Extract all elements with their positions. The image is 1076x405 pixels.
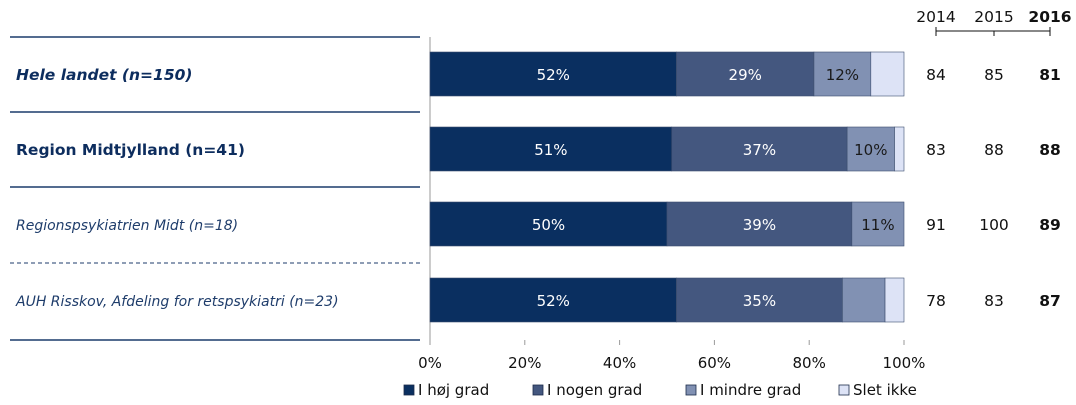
year-value: 83 — [984, 292, 1004, 310]
year-header: 2015 — [974, 8, 1013, 26]
year-value: 78 — [926, 292, 946, 310]
legend-label: I mindre grad — [700, 381, 801, 399]
bar-data-label: 37% — [743, 141, 776, 159]
year-value: 100 — [979, 216, 1009, 234]
bar-data-label: 10% — [854, 141, 887, 159]
x-tick-label: 80% — [793, 354, 826, 372]
bar-segment — [666, 201, 853, 247]
legend-swatch — [403, 384, 415, 396]
bar-segment — [676, 277, 843, 323]
year-header: 2014 — [916, 8, 955, 26]
x-tick-label: 0% — [418, 354, 442, 372]
year-value: 89 — [1039, 216, 1061, 234]
bar-data-label: 35% — [743, 292, 776, 310]
legend-label: I høj grad — [418, 381, 489, 399]
bar-segment — [851, 201, 905, 247]
x-tick-label: 60% — [698, 354, 731, 372]
bar-data-label: 12% — [826, 66, 859, 84]
year-value: 88 — [984, 141, 1004, 159]
bar-data-label: 39% — [743, 216, 776, 234]
bar-data-label: 52% — [537, 66, 570, 84]
bar-data-label: 11% — [861, 216, 894, 234]
category-label: Hele landet (n=150) — [16, 66, 192, 84]
category-labels: Hele landet (n=150) Region Midtjylland (n… — [15, 66, 339, 310]
bar-segment — [676, 51, 815, 97]
bar-segment — [870, 51, 905, 97]
bar-segment — [894, 126, 905, 172]
year-value: 84 — [926, 66, 946, 84]
x-tick-label: 100% — [883, 354, 926, 372]
x-tick-label: 20% — [508, 354, 541, 372]
year-value: 81 — [1039, 66, 1061, 84]
legend-label: I nogen grad — [547, 381, 642, 399]
category-label: AUH Risskov, Afdeling for retspsykiatri … — [15, 294, 339, 310]
bar-data-label: 52% — [537, 292, 570, 310]
bar-data-label: 50% — [532, 216, 565, 234]
year-value: 85 — [984, 66, 1004, 84]
bar-segment — [671, 126, 848, 172]
category-label: Regionspsykiatrien Midt (n=18) — [16, 218, 238, 234]
bar-segment — [429, 201, 668, 247]
year-columns: 2014 2015 2016 84 85 81 83 88 88 91 100 89 78 83 87 — [916, 8, 1071, 310]
year-value: 87 — [1039, 292, 1061, 310]
legend-swatch — [838, 384, 850, 396]
year-value: 91 — [926, 216, 946, 234]
legend-swatch — [532, 384, 544, 396]
legend-swatch — [685, 384, 697, 396]
bar-segment — [884, 277, 905, 323]
bar-segment — [429, 51, 677, 97]
bar-data-label: 29% — [729, 66, 762, 84]
year-header: 2016 — [1028, 8, 1071, 26]
legend-label: Slet ikke — [853, 381, 917, 399]
bars: 52% 29% 12% 51% 37% 10% 50% 39% 11% 52% 35% — [429, 51, 905, 323]
bar-segment — [429, 277, 677, 323]
x-axis: 0% 20% 40% 60% 80% 100% — [418, 340, 925, 372]
legend: I høj grad I nogen grad I mindre grad Slet … — [403, 381, 917, 399]
year-value: 88 — [1039, 141, 1061, 159]
bar-segment — [842, 277, 886, 323]
category-separators — [10, 36, 420, 341]
year-value: 83 — [926, 141, 946, 159]
category-label: Region Midtjylland (n=41) — [16, 141, 245, 159]
bar-data-label: 51% — [534, 141, 567, 159]
year-bracket — [935, 27, 1051, 36]
x-tick-label: 40% — [603, 354, 636, 372]
